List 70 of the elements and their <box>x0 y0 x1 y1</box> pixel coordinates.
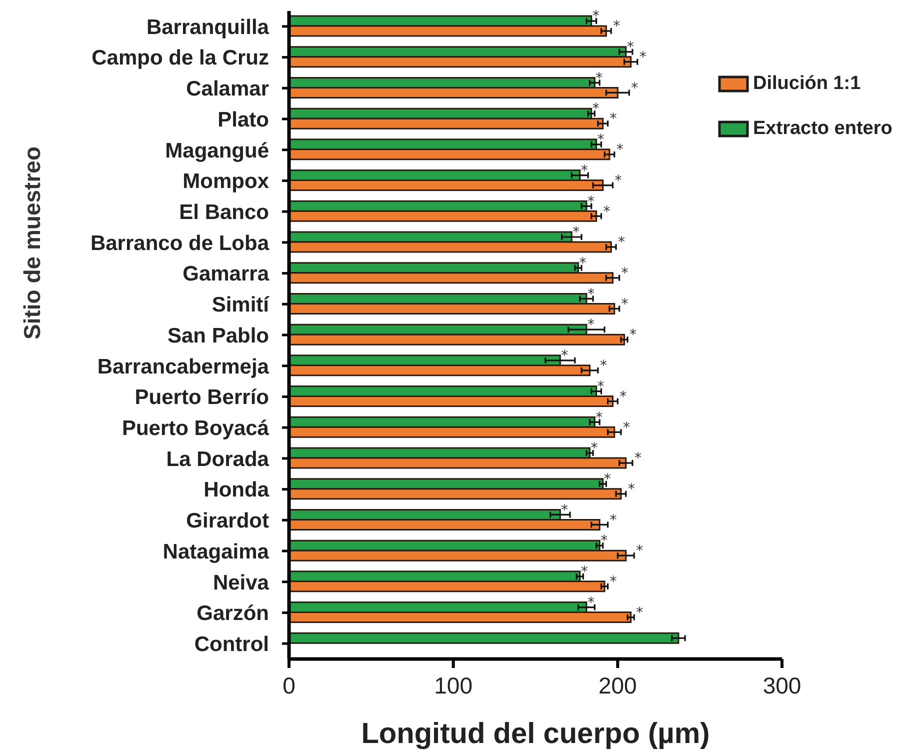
data-label: * <box>628 482 635 498</box>
data-label: * <box>603 204 610 220</box>
data-label: * <box>631 80 638 96</box>
data-label: * <box>590 440 598 457</box>
data-label: * <box>620 388 627 405</box>
x-tick-label: 100 <box>434 672 473 698</box>
x-tick-label: 200 <box>598 672 637 698</box>
y-tick-label: Natagaima <box>162 540 270 564</box>
data-label: * <box>592 101 600 118</box>
y-tick-label: Barranquilla <box>146 16 270 39</box>
data-label: * <box>634 450 642 467</box>
data-label: * <box>597 132 604 148</box>
data-label: * <box>616 142 624 158</box>
data-label: * <box>600 358 607 374</box>
data-label: * <box>587 317 594 334</box>
data-label: * <box>610 574 617 590</box>
y-tick-label: San Pablo <box>167 324 269 348</box>
y-tick-label: La Dorada <box>166 448 270 471</box>
y-tick-label: Girardot <box>186 510 270 533</box>
data-label: * <box>626 40 634 56</box>
y-tick-label: Honda <box>204 478 270 502</box>
data-label: * <box>636 604 644 621</box>
legend-label: Dilución 1:1 <box>753 73 861 95</box>
data-label: * <box>580 564 588 580</box>
data-label: * <box>613 18 620 35</box>
data-label: * <box>639 50 646 66</box>
data-label: * <box>597 378 604 395</box>
y-tick-label: Puerto Boyacá <box>122 417 270 440</box>
y-tick-label: Plato <box>218 108 269 132</box>
data-label: * <box>618 234 626 251</box>
y-tick-label: Calamar <box>186 78 269 101</box>
y-tick-label: Gamarra <box>182 262 270 286</box>
y-tick-label: Puerto Berrío <box>134 386 269 410</box>
data-label: * <box>580 162 588 179</box>
y-tick-label: Simití <box>212 294 270 317</box>
data-label: * <box>596 70 603 86</box>
data-label: * <box>587 594 594 611</box>
data-label: * <box>614 172 622 189</box>
y-tick-label: Mompox <box>182 170 270 194</box>
data-label: * <box>579 256 586 272</box>
data-label: * <box>587 194 594 210</box>
data-label: * <box>600 533 608 550</box>
y-tick-label: El Banco <box>179 201 269 224</box>
x-axis-title: Longitud del cuerpo (µm) <box>361 718 710 750</box>
y-tick-label: Magangué <box>165 139 269 162</box>
data-label: * <box>604 472 611 488</box>
data-label: * <box>596 410 603 426</box>
data-label: * <box>561 348 568 364</box>
y-tick-label: Control <box>194 633 269 656</box>
data-label: * <box>610 512 617 528</box>
data-label: * <box>572 224 580 241</box>
data-label: * <box>636 543 644 560</box>
y-tick-label: Garzón <box>196 602 269 626</box>
y-tick-label: Campo de la Cruz <box>92 46 269 70</box>
data-label: * <box>587 286 594 302</box>
y-axis-title: Sitio de muestreo <box>19 146 45 340</box>
data-label: * <box>621 296 628 312</box>
y-tick-label: Neiva <box>212 571 270 594</box>
bar <box>289 632 680 644</box>
x-tick-label: 300 <box>762 672 802 698</box>
data-label: * <box>621 266 628 282</box>
y-tick-label: Barrancabermeja <box>97 355 270 378</box>
data-label: * <box>610 111 617 128</box>
data-label: * <box>592 8 600 25</box>
data-label: * <box>622 420 630 436</box>
data-label: * <box>561 502 568 518</box>
y-tick-label: Barranco de Loba <box>90 232 270 255</box>
legend-label: Extracto entero <box>753 118 892 140</box>
x-tick-label: 0 <box>282 672 296 698</box>
data-label: * <box>630 327 637 344</box>
